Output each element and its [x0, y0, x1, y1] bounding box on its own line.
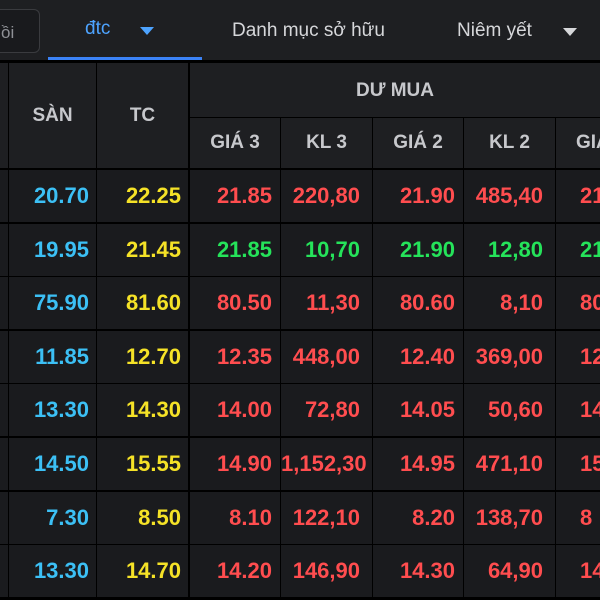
- cell-vol3[interactable]: 11,30: [281, 277, 372, 330]
- cell-ref[interactable]: 14.30: [97, 384, 188, 437]
- cell-price2[interactable]: 8.20: [373, 491, 463, 544]
- cell-vol2[interactable]: 485,40: [464, 170, 555, 222]
- cell-vol2[interactable]: 50,60: [464, 384, 555, 437]
- cell-price3[interactable]: 14.00: [190, 384, 280, 437]
- table-row[interactable]: 14.50 15.55 14.90 1,152,30 14.95 471,10 15: [0, 438, 600, 490]
- cell-partial: [0, 545, 8, 598]
- cell-price2[interactable]: 14.05: [373, 384, 463, 437]
- cell-ref[interactable]: 15.55: [97, 438, 188, 490]
- cell-floor[interactable]: 75.90: [9, 277, 96, 330]
- cell-vol2[interactable]: 8,10: [464, 277, 555, 330]
- cell-price1[interactable]: 12: [556, 330, 600, 383]
- cell-price3[interactable]: 21.85: [190, 170, 280, 222]
- cell-price3[interactable]: 8.10: [190, 491, 280, 544]
- search-input[interactable]: ồi: [0, 9, 40, 53]
- cell-vol3[interactable]: 1,152,30: [281, 438, 372, 490]
- cell-vol3[interactable]: 10,70: [281, 223, 372, 276]
- header-price1[interactable]: GIÁ: [556, 118, 600, 168]
- chevron-down-icon[interactable]: [563, 28, 577, 36]
- cell-partial: [0, 330, 8, 383]
- cell-partial: [0, 223, 8, 276]
- cell-price1[interactable]: 21: [556, 170, 600, 222]
- header-price2[interactable]: GIÁ 2: [373, 118, 463, 168]
- cell-ref[interactable]: 21.45: [97, 223, 188, 276]
- cell-price1[interactable]: 14: [556, 545, 600, 598]
- cell-vol2[interactable]: 471,10: [464, 438, 555, 490]
- top-bar: ồi đtc Danh mục sở hữu Niêm yết: [0, 0, 600, 60]
- header-vol3[interactable]: KL 3: [281, 118, 372, 168]
- cell-floor[interactable]: 20.70: [9, 170, 96, 222]
- table-row[interactable]: 19.95 21.45 21.85 10,70 21.90 12,80 21: [0, 223, 600, 276]
- cell-ref[interactable]: 12.70: [97, 330, 188, 383]
- cell-price3[interactable]: 12.35: [190, 330, 280, 383]
- cell-vol3[interactable]: 122,10: [281, 491, 372, 544]
- header-buy-group: DƯ MUA: [190, 63, 600, 117]
- cell-ref[interactable]: 81.60: [97, 277, 188, 330]
- cell-vol2[interactable]: 138,70: [464, 491, 555, 544]
- cell-ref[interactable]: 14.70: [97, 545, 188, 598]
- cell-floor[interactable]: 7.30: [9, 491, 96, 544]
- cell-vol3[interactable]: 146,90: [281, 545, 372, 598]
- cell-vol3[interactable]: 220,80: [281, 170, 372, 222]
- cell-price3[interactable]: 80.50: [190, 277, 280, 330]
- cell-price2[interactable]: 12.40: [373, 330, 463, 383]
- cell-floor[interactable]: 13.30: [9, 384, 96, 437]
- tab-holdings-label: Danh mục sở hữu: [232, 20, 385, 41]
- cell-partial: [0, 491, 8, 544]
- header-price3[interactable]: GIÁ 3: [190, 118, 280, 168]
- cell-vol2[interactable]: 64,90: [464, 545, 555, 598]
- cell-price2[interactable]: 21.90: [373, 170, 463, 222]
- cell-price1[interactable]: 80: [556, 277, 600, 330]
- cell-ref[interactable]: 22.25: [97, 170, 188, 222]
- cell-price1[interactable]: 8: [556, 491, 600, 544]
- header-vol2[interactable]: KL 2: [464, 118, 555, 168]
- cell-vol3[interactable]: 72,80: [281, 384, 372, 437]
- cell-price2[interactable]: 14.95: [373, 438, 463, 490]
- header-ref[interactable]: TC: [97, 63, 188, 168]
- table-row[interactable]: 13.30 14.70 14.20 146,90 14.30 64,90 14: [0, 545, 600, 598]
- cell-partial: [0, 170, 8, 222]
- cell-floor[interactable]: 11.85: [9, 330, 96, 383]
- search-placeholder: ồi: [1, 23, 15, 42]
- cell-price2[interactable]: 80.60: [373, 277, 463, 330]
- table-row[interactable]: 13.30 14.30 14.00 72,80 14.05 50,60 14: [0, 384, 600, 437]
- cell-vol3[interactable]: 448,00: [281, 330, 372, 383]
- cell-price3[interactable]: 14.90: [190, 438, 280, 490]
- cell-price1[interactable]: 15: [556, 438, 600, 490]
- chevron-down-icon[interactable]: [140, 27, 154, 35]
- table-row[interactable]: 11.85 12.70 12.35 448,00 12.40 369,00 12: [0, 330, 600, 383]
- tab-listing[interactable]: Niêm yết: [457, 0, 577, 60]
- cell-partial: [0, 438, 8, 490]
- cell-price3[interactable]: 21.85: [190, 223, 280, 276]
- cell-price2[interactable]: 21.90: [373, 223, 463, 276]
- tab-listing-label: Niêm yết: [457, 20, 532, 41]
- table-row[interactable]: 20.70 22.25 21.85 220,80 21.90 485,40 21: [0, 170, 600, 222]
- cell-price1[interactable]: 21: [556, 223, 600, 276]
- header-floor[interactable]: SÀN: [9, 63, 96, 168]
- cell-floor[interactable]: 19.95: [9, 223, 96, 276]
- tab-watchlist[interactable]: đtc: [48, 0, 202, 60]
- price-board-table: SÀN TC DƯ MUA GIÁ 3 KL 3 GIÁ 2 KL 2 GIÁ …: [0, 60, 600, 600]
- cell-price2[interactable]: 14.30: [373, 545, 463, 598]
- cell-vol2[interactable]: 12,80: [464, 223, 555, 276]
- tab-watchlist-label: đtc: [85, 18, 111, 39]
- active-tab-indicator: [48, 57, 202, 60]
- table-row[interactable]: 75.90 81.60 80.50 11,30 80.60 8,10 80: [0, 277, 600, 330]
- cell-ref[interactable]: 8.50: [97, 491, 188, 544]
- tab-holdings[interactable]: Danh mục sở hữu: [232, 0, 385, 60]
- cell-partial: [0, 277, 8, 330]
- cell-floor[interactable]: 14.50: [9, 438, 96, 490]
- cell-partial: [0, 384, 8, 437]
- header-cell-partial: [0, 63, 8, 168]
- cell-floor[interactable]: 13.30: [9, 545, 96, 598]
- cell-vol2[interactable]: 369,00: [464, 330, 555, 383]
- table-row[interactable]: 7.30 8.50 8.10 122,10 8.20 138,70 8: [0, 491, 600, 544]
- cell-price3[interactable]: 14.20: [190, 545, 280, 598]
- cell-price1[interactable]: 14: [556, 384, 600, 437]
